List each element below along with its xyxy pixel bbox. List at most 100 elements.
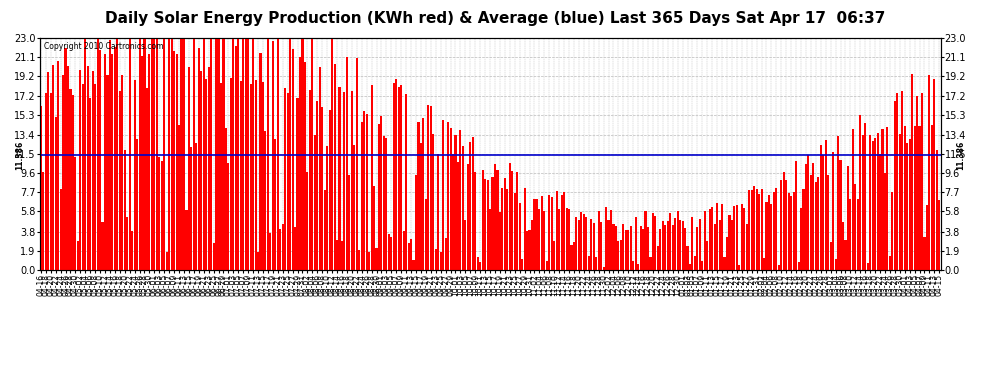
Bar <box>929 75 931 270</box>
Bar <box>570 245 572 270</box>
Bar <box>413 260 415 270</box>
Bar <box>79 70 81 270</box>
Bar <box>218 38 220 270</box>
Bar <box>623 224 625 270</box>
Bar <box>743 209 745 270</box>
Bar <box>471 137 474 270</box>
Bar <box>496 170 499 270</box>
Bar <box>358 250 360 270</box>
Bar <box>248 38 249 270</box>
Bar <box>235 46 237 270</box>
Bar <box>193 38 195 270</box>
Bar <box>837 136 840 270</box>
Bar <box>590 219 592 270</box>
Bar <box>563 192 565 270</box>
Bar <box>489 209 491 270</box>
Bar <box>864 123 866 270</box>
Bar <box>536 200 538 270</box>
Bar <box>504 178 506 270</box>
Bar <box>370 85 372 270</box>
Bar <box>509 162 511 270</box>
Bar <box>309 90 311 270</box>
Bar <box>849 199 851 270</box>
Bar <box>462 146 464 270</box>
Bar <box>934 79 936 270</box>
Bar <box>501 188 504 270</box>
Bar <box>378 124 380 270</box>
Bar <box>936 150 938 270</box>
Bar <box>575 217 577 270</box>
Bar <box>753 186 755 270</box>
Bar <box>859 116 861 270</box>
Bar <box>139 38 141 270</box>
Bar <box>539 209 541 270</box>
Bar <box>628 230 630 270</box>
Bar <box>803 189 805 270</box>
Bar <box>279 229 281 270</box>
Bar <box>163 38 165 270</box>
Bar <box>220 83 222 270</box>
Bar <box>904 126 906 270</box>
Bar <box>43 172 45 270</box>
Bar <box>375 248 377 270</box>
Bar <box>666 220 669 270</box>
Bar <box>301 38 304 270</box>
Text: 11.386: 11.386 <box>955 140 965 170</box>
Bar <box>69 88 71 270</box>
Bar <box>706 240 708 270</box>
Bar <box>277 38 279 270</box>
Bar <box>879 153 881 270</box>
Bar <box>640 225 642 270</box>
Bar <box>150 38 152 270</box>
Bar <box>228 163 230 270</box>
Bar <box>440 252 442 270</box>
Bar <box>736 206 738 270</box>
Bar <box>52 65 54 270</box>
Bar <box>788 193 790 270</box>
Bar <box>560 195 562 270</box>
Bar <box>262 82 264 270</box>
Bar <box>259 53 261 270</box>
Bar <box>844 240 846 270</box>
Bar <box>129 38 131 270</box>
Bar <box>724 256 726 270</box>
Bar <box>558 209 560 270</box>
Bar <box>230 78 232 270</box>
Bar <box>906 144 908 270</box>
Bar <box>165 252 167 270</box>
Bar <box>899 134 901 270</box>
Bar <box>916 96 918 270</box>
Bar <box>267 38 269 270</box>
Bar <box>773 192 775 270</box>
Bar <box>886 127 888 270</box>
Bar <box>252 38 254 270</box>
Bar <box>269 232 271 270</box>
Bar <box>348 175 350 270</box>
Bar <box>731 220 733 270</box>
Bar <box>790 196 792 270</box>
Bar <box>459 130 461 270</box>
Bar <box>709 209 711 270</box>
Bar <box>765 202 767 270</box>
Bar <box>353 146 355 270</box>
Bar <box>173 51 175 270</box>
Bar <box>600 222 602 270</box>
Bar <box>484 179 486 270</box>
Bar <box>240 81 242 270</box>
Bar <box>454 135 456 270</box>
Bar <box>770 204 772 270</box>
Bar <box>716 204 718 270</box>
Bar <box>97 38 99 270</box>
Bar <box>195 143 197 270</box>
Bar <box>714 224 716 270</box>
Bar <box>608 220 610 270</box>
Bar <box>851 129 854 270</box>
Bar <box>158 158 160 270</box>
Bar <box>136 139 139 270</box>
Bar <box>99 50 101 270</box>
Bar <box>894 101 896 270</box>
Bar <box>190 147 192 270</box>
Bar <box>635 217 637 270</box>
Bar <box>813 163 815 270</box>
Bar <box>526 231 528 270</box>
